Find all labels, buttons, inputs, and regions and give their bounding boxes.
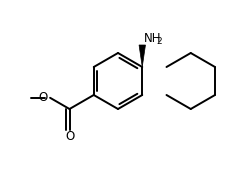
Text: O: O: [38, 91, 48, 104]
Text: O: O: [65, 130, 74, 143]
Text: NH: NH: [144, 33, 162, 46]
Text: 2: 2: [157, 36, 162, 46]
Polygon shape: [139, 45, 145, 67]
